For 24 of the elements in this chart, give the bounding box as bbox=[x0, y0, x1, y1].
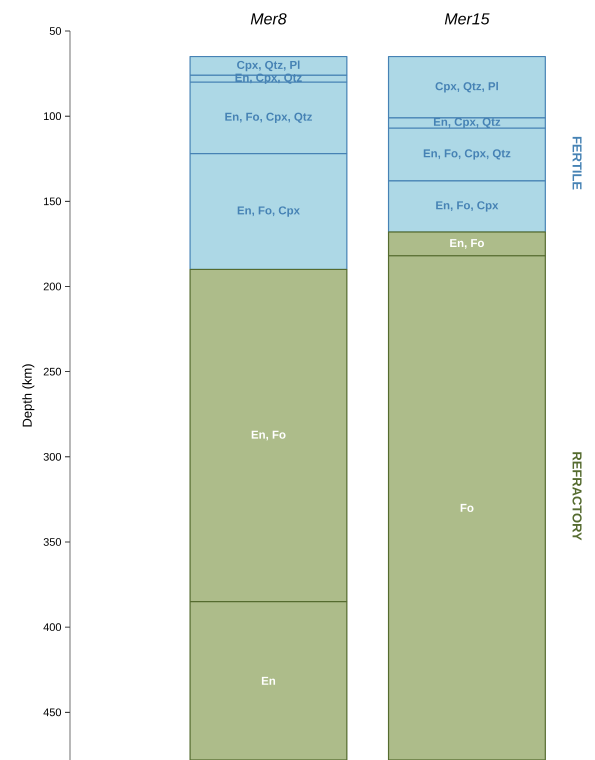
x-tick-label: Mer15 bbox=[444, 13, 490, 24]
data-label: En, Fo, Cpx, Qtz bbox=[424, 149, 510, 160]
y-tick-label: 350 bbox=[44, 538, 62, 546]
y-tick-label: 300 bbox=[44, 452, 62, 461]
y-tick-label: 200 bbox=[44, 282, 62, 290]
text: REFRACTORY bbox=[572, 452, 582, 540]
data-label: Cpx, Qtz, Pl bbox=[436, 82, 498, 93]
y-tick-label: 250 bbox=[44, 368, 62, 376]
data-label: Cpx, Qtz, Pl bbox=[237, 60, 300, 72]
data-label: Fo bbox=[460, 504, 474, 512]
y-axis-title: Depth (km) bbox=[22, 364, 34, 426]
y-tick-label: 150 bbox=[44, 197, 62, 206]
data-label: En bbox=[262, 676, 276, 685]
data-label: En, Fo bbox=[252, 430, 286, 440]
x-tick-label: Mer8 bbox=[250, 13, 287, 24]
data-label: En, Fo bbox=[450, 239, 484, 249]
data-label: En, Fo, Cpx, Qtz bbox=[225, 112, 312, 124]
data-label: En, Fo, Cpx bbox=[238, 206, 300, 217]
y-tick-label: 450 bbox=[43, 708, 62, 716]
data-label: En, Fo, Cpx bbox=[436, 201, 498, 212]
y-tick-label: 400 bbox=[43, 623, 62, 632]
text: FERTILE bbox=[572, 136, 582, 190]
y-tick-label: 100 bbox=[44, 112, 62, 120]
y-tick-label: 50 bbox=[50, 27, 62, 35]
